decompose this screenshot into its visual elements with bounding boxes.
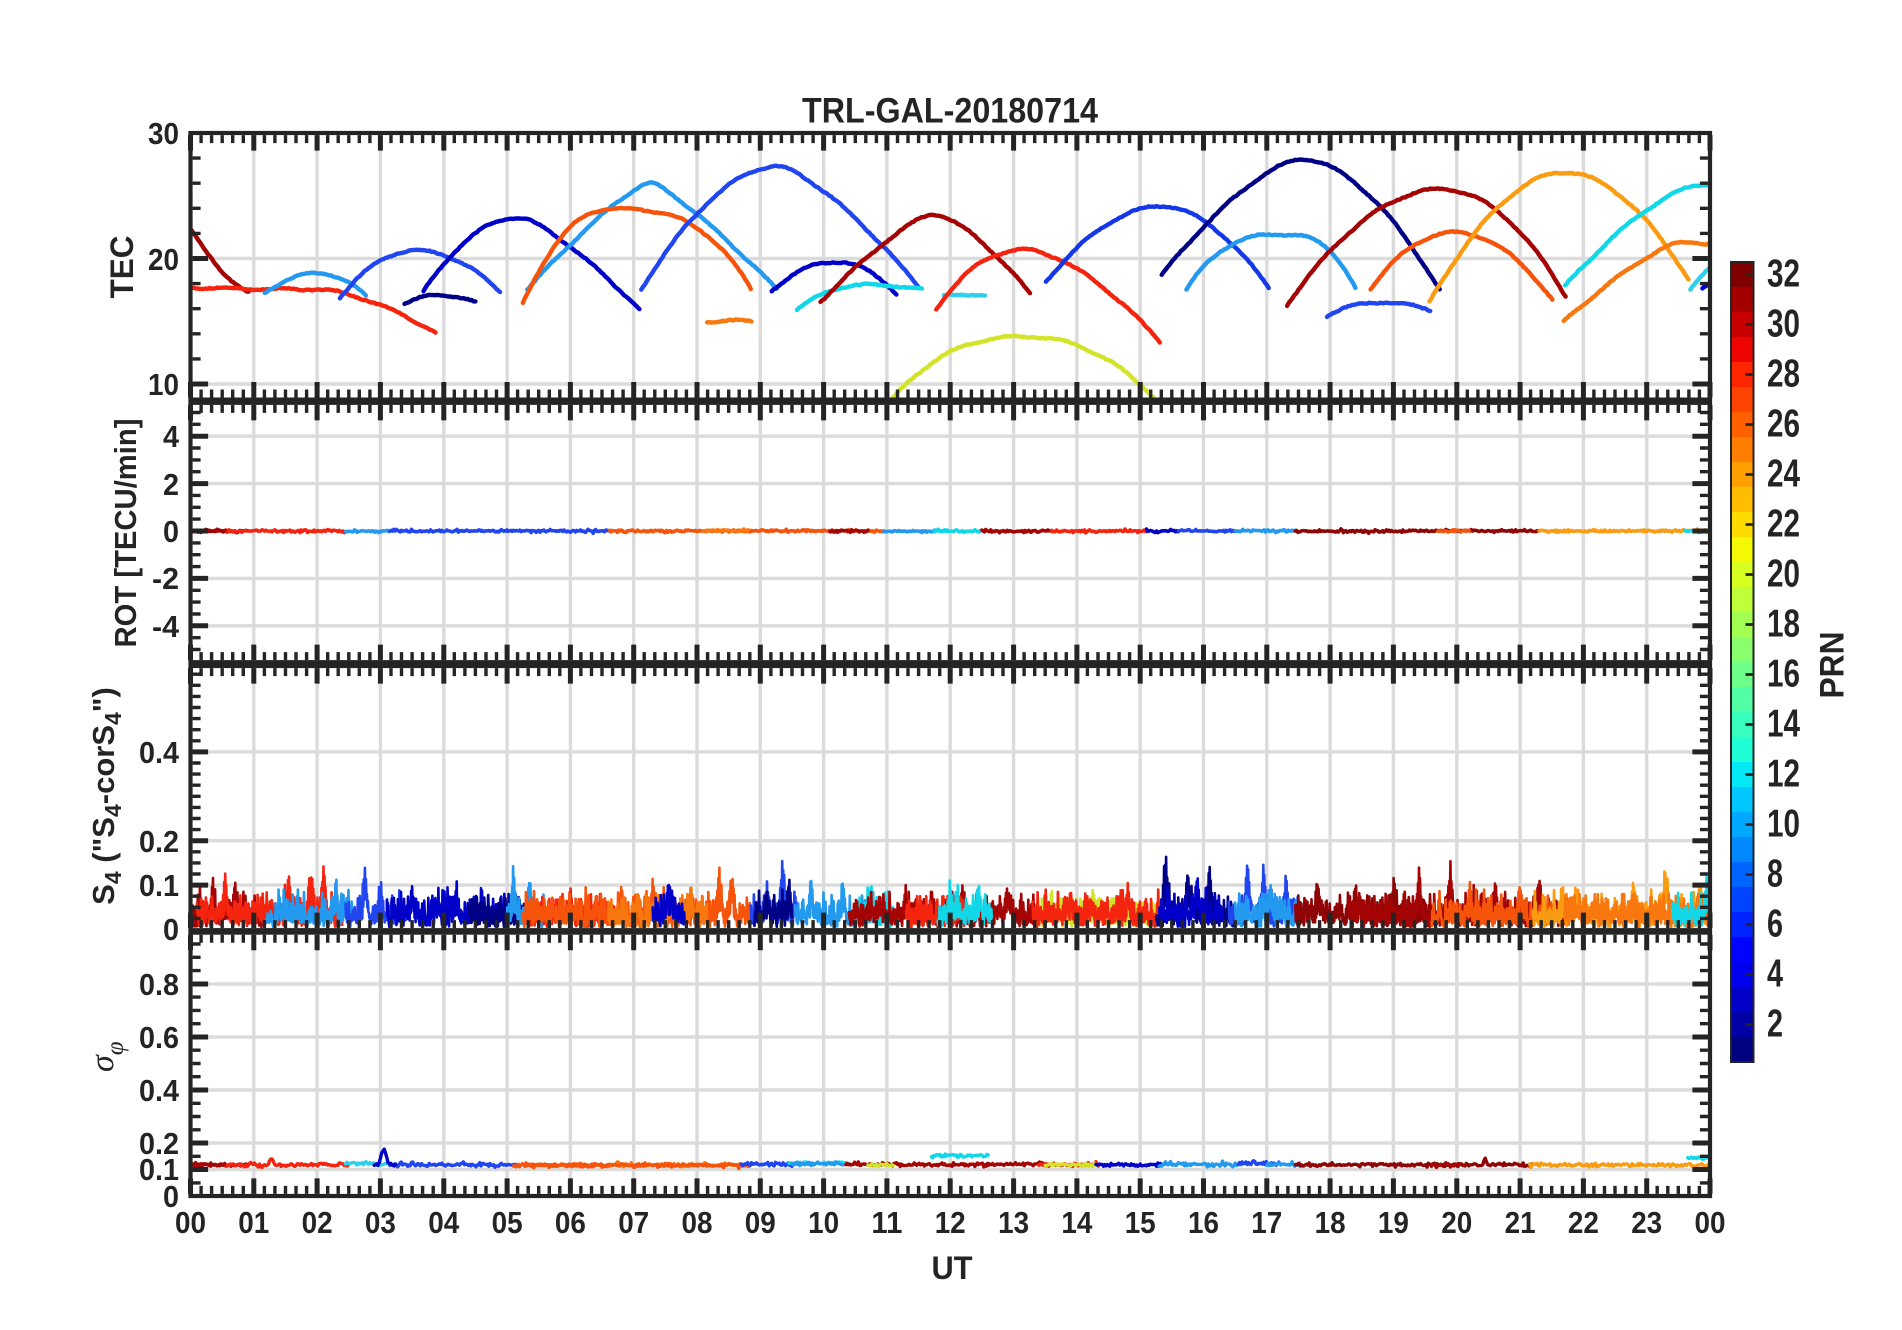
svg-text:0.8: 0.8 bbox=[139, 967, 179, 1002]
svg-text:10: 10 bbox=[808, 1205, 839, 1240]
svg-text:30: 30 bbox=[148, 116, 179, 151]
svg-text:0: 0 bbox=[163, 514, 179, 549]
svg-text:0.4: 0.4 bbox=[139, 735, 180, 770]
svg-text:2: 2 bbox=[1767, 1003, 1783, 1046]
svg-text:06: 06 bbox=[555, 1205, 586, 1240]
svg-text:0.6: 0.6 bbox=[139, 1020, 179, 1055]
svg-text:24: 24 bbox=[1767, 453, 1800, 496]
svg-text:11: 11 bbox=[871, 1205, 902, 1240]
svg-text:12: 12 bbox=[1767, 753, 1800, 796]
svg-text:20: 20 bbox=[1441, 1205, 1472, 1240]
svg-text:18: 18 bbox=[1767, 603, 1800, 646]
svg-text:26: 26 bbox=[1767, 403, 1800, 446]
svg-text:01: 01 bbox=[238, 1205, 269, 1240]
svg-text:00: 00 bbox=[1695, 1205, 1726, 1240]
svg-text:TEC: TEC bbox=[104, 236, 140, 299]
svg-text:UT: UT bbox=[932, 1250, 973, 1286]
svg-text:02: 02 bbox=[302, 1205, 333, 1240]
svg-text:20: 20 bbox=[1767, 553, 1800, 596]
svg-text:12: 12 bbox=[935, 1205, 966, 1240]
svg-text:14: 14 bbox=[1061, 1205, 1093, 1240]
svg-text:0: 0 bbox=[163, 912, 179, 947]
svg-text:21: 21 bbox=[1505, 1205, 1536, 1240]
svg-text:ROT [TECU/min]: ROT [TECU/min] bbox=[108, 419, 143, 648]
svg-text:10: 10 bbox=[148, 367, 179, 402]
svg-text:07: 07 bbox=[618, 1205, 649, 1240]
svg-text:10: 10 bbox=[1767, 803, 1800, 846]
svg-text:-4: -4 bbox=[152, 609, 180, 644]
svg-text:30: 30 bbox=[1767, 303, 1800, 346]
svg-text:8: 8 bbox=[1767, 853, 1783, 896]
svg-text:-2: -2 bbox=[152, 561, 179, 596]
svg-text:22: 22 bbox=[1767, 503, 1800, 546]
svg-text:32: 32 bbox=[1767, 253, 1800, 296]
svg-text:00: 00 bbox=[175, 1205, 206, 1240]
svg-text:0: 0 bbox=[163, 1179, 179, 1214]
svg-text:05: 05 bbox=[492, 1205, 523, 1240]
svg-text:16: 16 bbox=[1188, 1205, 1219, 1240]
svg-text:03: 03 bbox=[365, 1205, 396, 1240]
svg-text:0.2: 0.2 bbox=[139, 824, 179, 859]
svg-text:6: 6 bbox=[1767, 903, 1783, 946]
svg-text:17: 17 bbox=[1251, 1205, 1282, 1240]
svg-text:TRL-GAL-20180714: TRL-GAL-20180714 bbox=[802, 92, 1098, 131]
svg-text:0.2: 0.2 bbox=[139, 1126, 179, 1161]
svg-text:20: 20 bbox=[148, 242, 179, 277]
svg-text:PRN: PRN bbox=[1814, 632, 1852, 699]
svg-text:4: 4 bbox=[1767, 953, 1783, 996]
svg-text:23: 23 bbox=[1631, 1205, 1662, 1240]
svg-text:2: 2 bbox=[163, 467, 179, 502]
svg-text:16: 16 bbox=[1767, 653, 1800, 696]
svg-text:04: 04 bbox=[428, 1205, 460, 1240]
svg-text:18: 18 bbox=[1315, 1205, 1346, 1240]
svg-text:0.1: 0.1 bbox=[139, 868, 179, 903]
svg-text:15: 15 bbox=[1125, 1205, 1156, 1240]
svg-text:13: 13 bbox=[998, 1205, 1029, 1240]
svg-text:4: 4 bbox=[163, 419, 180, 454]
svg-text:0.4: 0.4 bbox=[139, 1073, 180, 1108]
svg-text:14: 14 bbox=[1767, 703, 1800, 746]
svg-text:09: 09 bbox=[745, 1205, 776, 1240]
svg-text:08: 08 bbox=[682, 1205, 713, 1240]
svg-text:19: 19 bbox=[1378, 1205, 1409, 1240]
svg-text:28: 28 bbox=[1767, 353, 1800, 396]
svg-text:22: 22 bbox=[1568, 1205, 1599, 1240]
svg-text:0.1: 0.1 bbox=[139, 1152, 179, 1187]
